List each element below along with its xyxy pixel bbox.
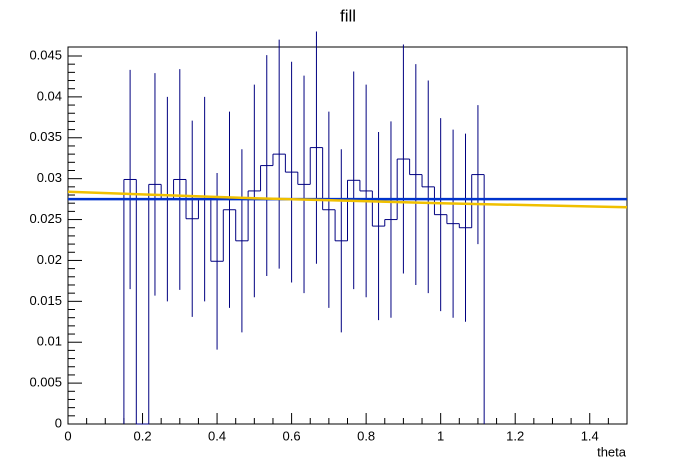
x-tick-label: 1.2	[506, 428, 524, 443]
y-tick-label: 0.015	[29, 293, 62, 308]
y-tick-label: 0	[55, 415, 62, 430]
x-axis-label: theta	[597, 444, 627, 459]
y-tick-label: 0.005	[29, 375, 62, 390]
x-tick-label: 1.4	[581, 428, 599, 443]
chart-title: fill	[340, 6, 356, 25]
x-tick-label: 0.2	[133, 428, 151, 443]
x-tick-label: 0.4	[208, 428, 226, 443]
y-tick-label: 0.03	[37, 170, 62, 185]
x-tick-label: 0.8	[357, 428, 375, 443]
x-tick-label: 0.6	[283, 428, 301, 443]
y-tick-label: 0.025	[29, 211, 62, 226]
y-tick-label: 0.045	[29, 47, 62, 62]
y-tick-label: 0.035	[29, 129, 62, 144]
y-tick-label: 0.04	[37, 88, 62, 103]
fit-line	[67, 190, 628, 209]
y-tick-label: 0.01	[37, 334, 62, 349]
x-tick-label: 1	[437, 428, 444, 443]
y-tick-label: 0.02	[37, 252, 62, 267]
x-tick-label: 0	[64, 428, 71, 443]
